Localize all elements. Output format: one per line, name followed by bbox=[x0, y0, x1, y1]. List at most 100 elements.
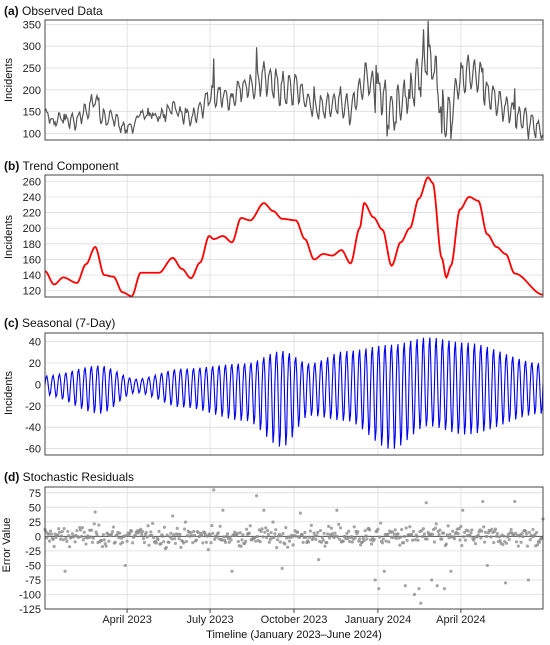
residual-point bbox=[247, 531, 251, 535]
residual-point bbox=[384, 539, 388, 543]
residual-point bbox=[466, 529, 470, 533]
residual-point bbox=[279, 534, 283, 538]
residual-point bbox=[303, 530, 307, 535]
residual-point bbox=[498, 539, 502, 543]
residual-point bbox=[300, 533, 304, 537]
residual-point bbox=[139, 527, 143, 531]
residual-point bbox=[189, 531, 193, 535]
residual-point bbox=[401, 541, 406, 545]
residual-point bbox=[338, 537, 342, 542]
residual-point bbox=[402, 534, 406, 538]
residual-point bbox=[265, 536, 269, 540]
residual-point bbox=[212, 488, 216, 492]
residual-point bbox=[470, 528, 474, 532]
panel-c: (c) Seasonal (7-Day) Incidents -60 -40 -20… bbox=[3, 316, 544, 456]
residual-point bbox=[438, 528, 442, 532]
residual-point bbox=[225, 532, 230, 536]
residual-point bbox=[66, 529, 70, 534]
residual-point bbox=[78, 525, 82, 530]
residual-point bbox=[191, 541, 195, 545]
residual-point bbox=[157, 529, 161, 533]
residual-point bbox=[319, 540, 323, 544]
residual-point bbox=[327, 524, 331, 528]
residual-point bbox=[177, 537, 181, 541]
residual-point bbox=[172, 533, 176, 537]
residual-point bbox=[182, 527, 187, 531]
residual-point bbox=[47, 532, 51, 536]
residual-point bbox=[264, 526, 268, 530]
residual-point bbox=[416, 538, 420, 542]
residual-point bbox=[244, 539, 248, 543]
residual-point bbox=[57, 527, 61, 531]
residual-point bbox=[183, 520, 188, 524]
residual-point bbox=[194, 538, 199, 542]
residual-point bbox=[284, 525, 288, 530]
residual-point bbox=[211, 531, 215, 536]
residual-point bbox=[298, 511, 302, 515]
residual-point bbox=[113, 540, 117, 544]
residual-point bbox=[528, 538, 532, 542]
residual-point bbox=[452, 537, 457, 541]
residual-point bbox=[48, 529, 53, 533]
residual-point bbox=[209, 541, 213, 545]
residual-point bbox=[146, 524, 150, 528]
residual-point bbox=[286, 545, 290, 549]
residual-point bbox=[179, 545, 183, 549]
residual-point bbox=[497, 535, 501, 539]
residual-point bbox=[274, 528, 278, 532]
residual-point bbox=[494, 534, 499, 538]
panel-a-ylabel: Incidents bbox=[3, 57, 15, 102]
residual-point bbox=[378, 535, 382, 539]
residual-point bbox=[141, 537, 146, 541]
residual-point bbox=[128, 531, 132, 535]
residual-point bbox=[165, 533, 169, 537]
residual-point bbox=[265, 528, 270, 533]
residual-point bbox=[333, 531, 337, 535]
residual-point bbox=[138, 530, 142, 534]
y-tick-label: 220 bbox=[23, 208, 41, 220]
residual-point bbox=[84, 542, 88, 546]
residual-point bbox=[337, 522, 341, 527]
panel-c-ylabel: Incidents bbox=[3, 370, 15, 415]
residual-point bbox=[110, 530, 115, 534]
residual-point bbox=[49, 532, 53, 536]
residual-point bbox=[358, 537, 362, 541]
residual-point bbox=[170, 537, 174, 541]
residual-point bbox=[266, 532, 271, 536]
residual-point bbox=[89, 528, 94, 532]
residual-point bbox=[521, 535, 525, 539]
residual-point bbox=[369, 542, 374, 546]
residual-point bbox=[393, 528, 397, 532]
residual-point bbox=[403, 584, 407, 588]
residual-point bbox=[117, 536, 121, 540]
residual-point bbox=[504, 581, 508, 585]
residual-point bbox=[255, 494, 259, 498]
residual-point bbox=[275, 546, 279, 550]
residual-point bbox=[437, 532, 441, 537]
residual-point bbox=[482, 525, 486, 529]
residual-point bbox=[408, 525, 412, 529]
residual-point bbox=[349, 535, 354, 539]
residual-point bbox=[239, 544, 243, 548]
residual-point bbox=[347, 529, 351, 533]
x-axis-label: Timeline (January 2023–June 2024) bbox=[206, 629, 382, 641]
residual-point bbox=[341, 539, 345, 543]
panel-b: (b) Trend Component Incidents 1201401601… bbox=[3, 159, 544, 298]
residual-point bbox=[273, 532, 277, 536]
residual-point bbox=[216, 531, 220, 535]
residual-point bbox=[327, 536, 332, 540]
panel-b-frame bbox=[44, 174, 544, 298]
residual-point bbox=[51, 537, 55, 541]
residual-point bbox=[296, 530, 300, 534]
residual-point bbox=[120, 540, 125, 544]
residual-point bbox=[99, 538, 104, 543]
residual-point bbox=[80, 525, 84, 530]
residual-point bbox=[320, 535, 324, 540]
residual-point bbox=[462, 530, 467, 534]
residual-point bbox=[102, 538, 106, 542]
residual-point bbox=[484, 534, 489, 539]
residual-point bbox=[151, 521, 155, 525]
x-tick-label: July 2023 bbox=[187, 614, 234, 626]
residual-point bbox=[312, 531, 316, 535]
y-tick-label: -60 bbox=[25, 444, 41, 456]
